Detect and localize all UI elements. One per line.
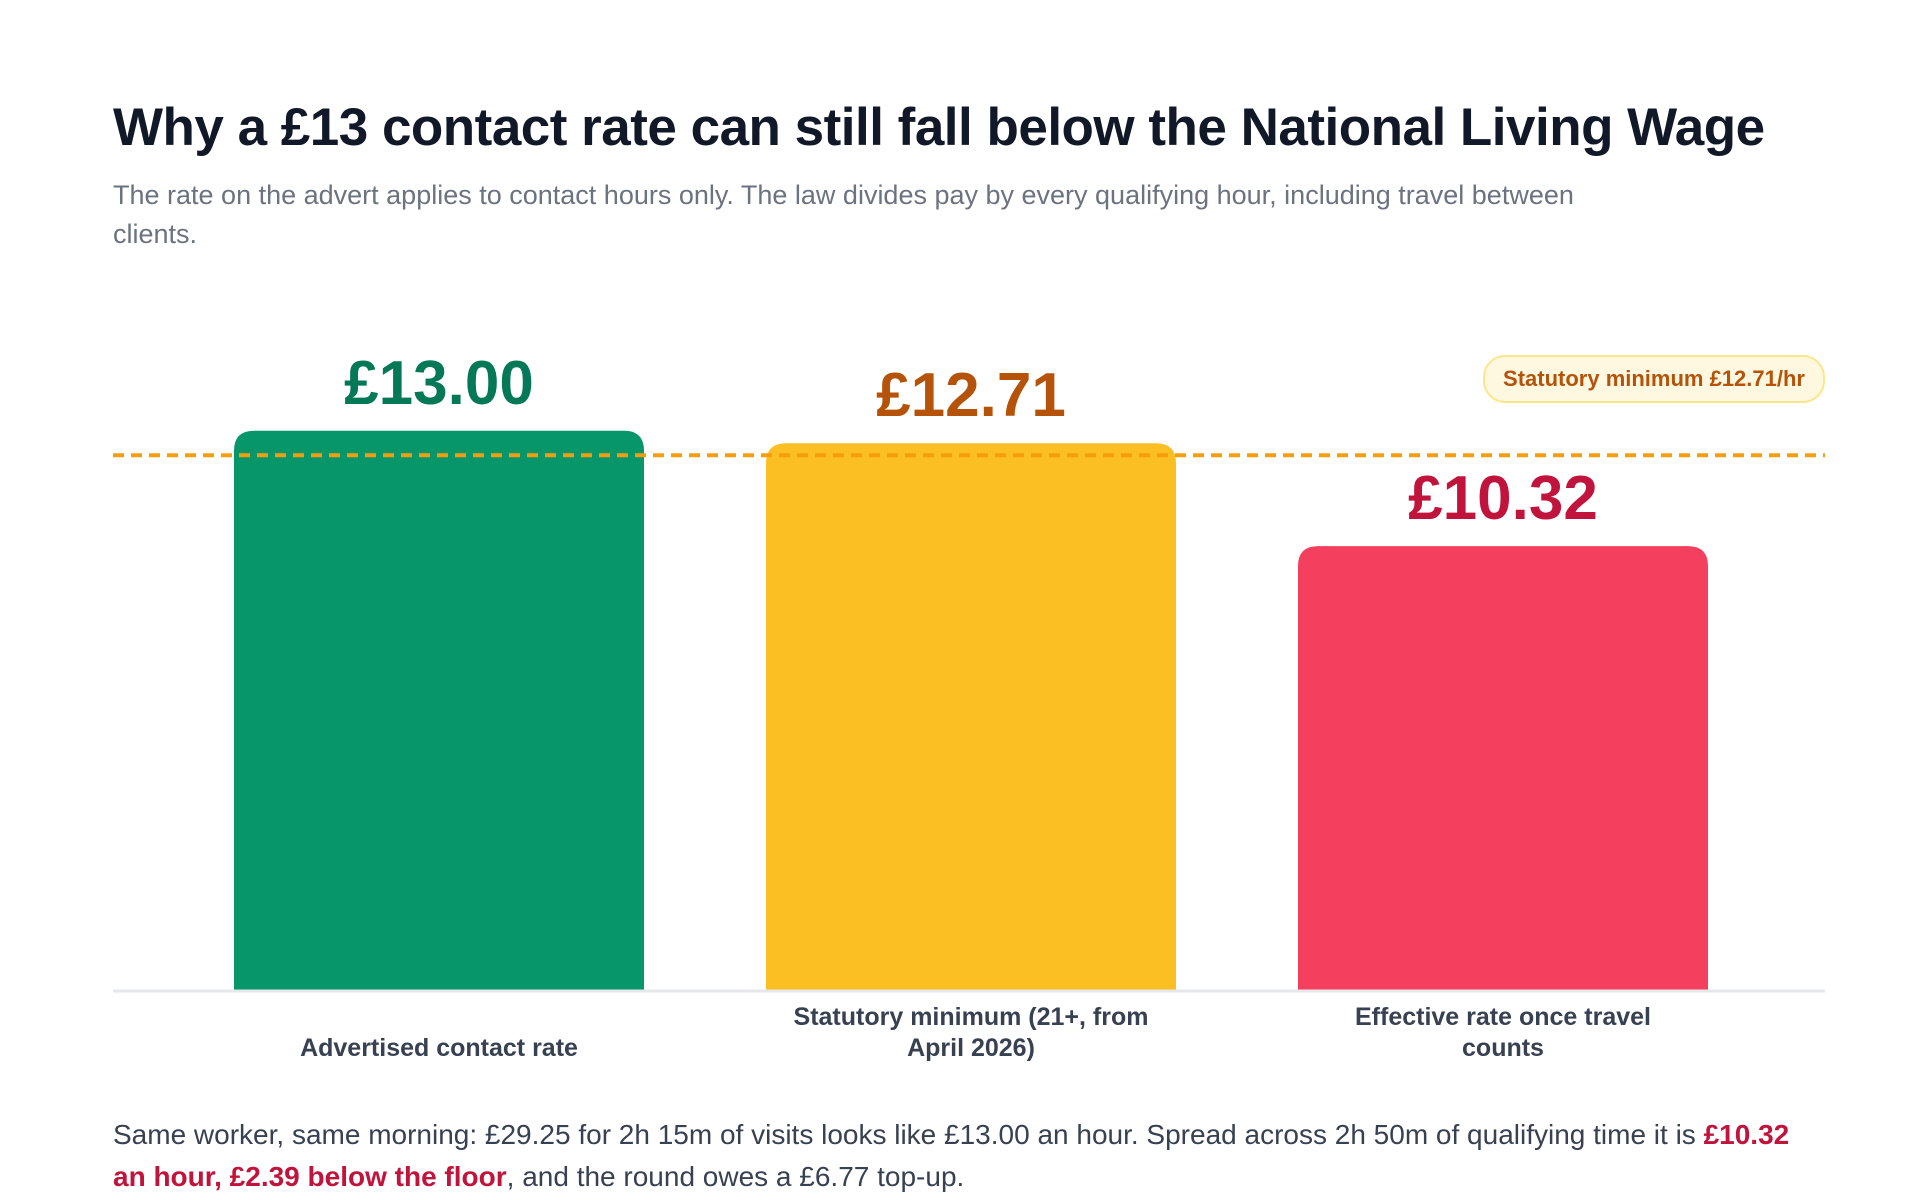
category-label-2: Statutory minimum (21+, from April 2026) xyxy=(793,1003,1149,1062)
bar-chart: Statutory minimum £12.71/hr £13.00 Advert… xyxy=(113,330,1825,1070)
footnote-emphasis: £10.32 an hour, £2.39 below the floor xyxy=(113,1119,1790,1192)
bar-1 xyxy=(234,430,644,990)
page-subtitle: The rate on the advert applies to contac… xyxy=(113,180,1574,249)
bar-3 xyxy=(1298,546,1708,990)
bar-chart-canvas xyxy=(113,430,1825,993)
category-label-1: Advertised contact rate xyxy=(300,1034,578,1062)
value-label-3: £10.32 xyxy=(1408,464,1598,534)
footnote-text-start: Same worker, same morning: £29.25 for 2h… xyxy=(113,1119,1704,1150)
chart-footnote: Same worker, same morning: £29.25 for 2h… xyxy=(113,1114,1813,1198)
value-label-1: £13.00 xyxy=(344,348,534,418)
category-label-3: Effective rate once travel counts xyxy=(1355,1003,1651,1062)
value-label-2: £12.71 xyxy=(876,361,1066,431)
reference-line-label: Statutory minimum £12.71/hr xyxy=(1483,355,1825,403)
bar-2 xyxy=(766,443,1176,990)
page-title: Why a £13 contact rate can still fall be… xyxy=(113,98,1765,157)
chart-page: Why a £13 contact rate can still fall be… xyxy=(113,0,1825,1200)
footnote-text-end: , and the round owes a £6.77 top-up. xyxy=(506,1161,965,1192)
